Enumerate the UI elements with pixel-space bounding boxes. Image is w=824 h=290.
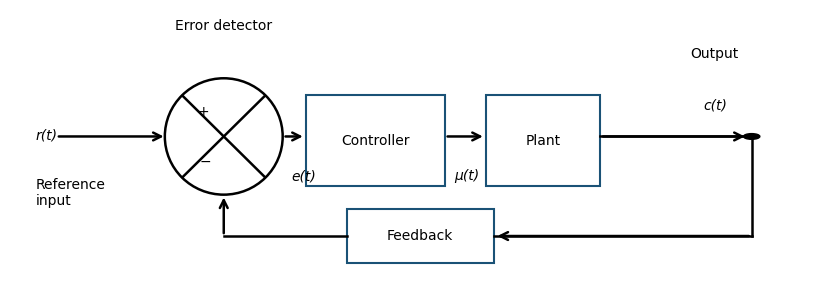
FancyBboxPatch shape: [347, 209, 494, 263]
FancyBboxPatch shape: [306, 95, 445, 186]
Text: Controller: Controller: [341, 134, 410, 148]
Circle shape: [743, 134, 760, 139]
FancyBboxPatch shape: [485, 95, 600, 186]
Text: −: −: [200, 155, 212, 169]
Text: Output: Output: [691, 47, 739, 61]
Text: μ(t): μ(t): [455, 169, 480, 183]
Text: r(t): r(t): [35, 128, 58, 142]
Text: e(t): e(t): [291, 169, 316, 183]
Ellipse shape: [165, 78, 283, 195]
Text: Error detector: Error detector: [176, 19, 272, 32]
Text: Reference
input: Reference input: [35, 178, 105, 209]
Text: Feedback: Feedback: [387, 229, 453, 243]
Text: +: +: [198, 105, 209, 119]
Text: c(t): c(t): [703, 98, 727, 112]
Text: Plant: Plant: [526, 134, 560, 148]
